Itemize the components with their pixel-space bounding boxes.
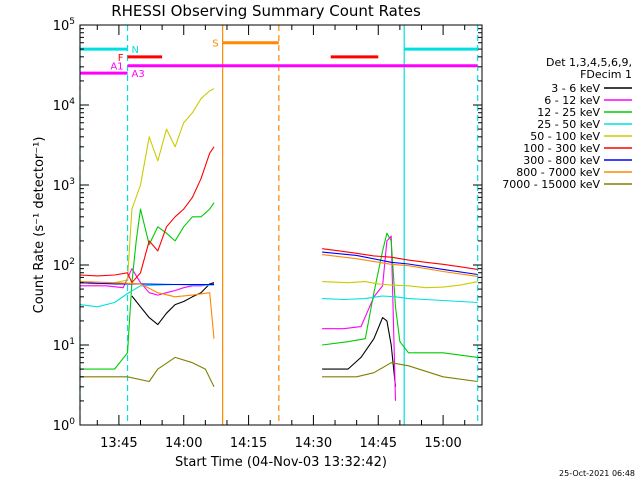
y-tick-label: 104 — [53, 97, 76, 114]
x-tick-label: 15:00 — [424, 436, 461, 451]
y-tick-label: 105 — [53, 17, 75, 34]
x-tick-label: 13:45 — [100, 436, 137, 451]
series-line-100-300-kev — [79, 146, 478, 284]
y-tick-label: 100 — [53, 417, 76, 434]
state-label-a3: A3 — [132, 69, 145, 80]
state-label-a1: A1 — [110, 62, 123, 73]
legend-label-300-800-kev: 300 - 800 keV — [523, 154, 600, 167]
chart-title: RHESSI Observing Summary Count Rates — [111, 2, 421, 20]
y-tick-label: 103 — [53, 177, 75, 194]
legend-label-3-6-kev: 3 - 6 keV — [551, 82, 600, 95]
y-tick-label: 101 — [53, 337, 75, 354]
y-tick-label: 102 — [53, 257, 75, 274]
legend-header: FDecim 1 — [580, 68, 632, 81]
legend-header: Det 1,3,4,5,6,9, — [546, 56, 632, 69]
state-label-f: F — [118, 53, 124, 64]
series-line-800-7000-kev — [79, 254, 478, 339]
plot-frame — [79, 24, 483, 426]
series-line-50-100-kev — [79, 88, 478, 289]
legend-label-100-300-kev: 100 - 300 keV — [523, 142, 600, 155]
legend-label-50-100-kev: 50 - 100 keV — [530, 130, 600, 143]
series-line-12-25-kev — [80, 202, 478, 370]
legend-label-7000-15000-kev: 7000 - 15000 keV — [502, 178, 600, 191]
legend-label-12-25-kev: 12 - 25 keV — [537, 106, 600, 119]
state-label-n: N — [132, 45, 139, 56]
x-tick-label: 14:00 — [165, 436, 202, 451]
x-axis-label: Start Time (04-Nov-03 13:32:42) — [175, 455, 387, 470]
x-tick-label: 14:15 — [230, 436, 267, 451]
y-axis-label: Count Rate (s⁻¹ detector⁻¹) — [32, 137, 47, 314]
legend-label-800-7000-kev: 800 - 7000 keV — [516, 166, 600, 179]
state-label-s: S — [212, 39, 218, 50]
series-line-3-6-kev — [131, 282, 397, 387]
series-line-7000-15000-kev — [80, 356, 478, 388]
x-tick-label: 14:30 — [295, 436, 332, 451]
x-tick-label: 14:45 — [360, 436, 397, 451]
legend-label-6-12-kev: 6 - 12 keV — [544, 94, 600, 107]
legend-label-25-50-kev: 25 - 50 keV — [537, 118, 600, 131]
timestamp-stamp: 25-Oct-2021 06:48 — [559, 469, 635, 478]
